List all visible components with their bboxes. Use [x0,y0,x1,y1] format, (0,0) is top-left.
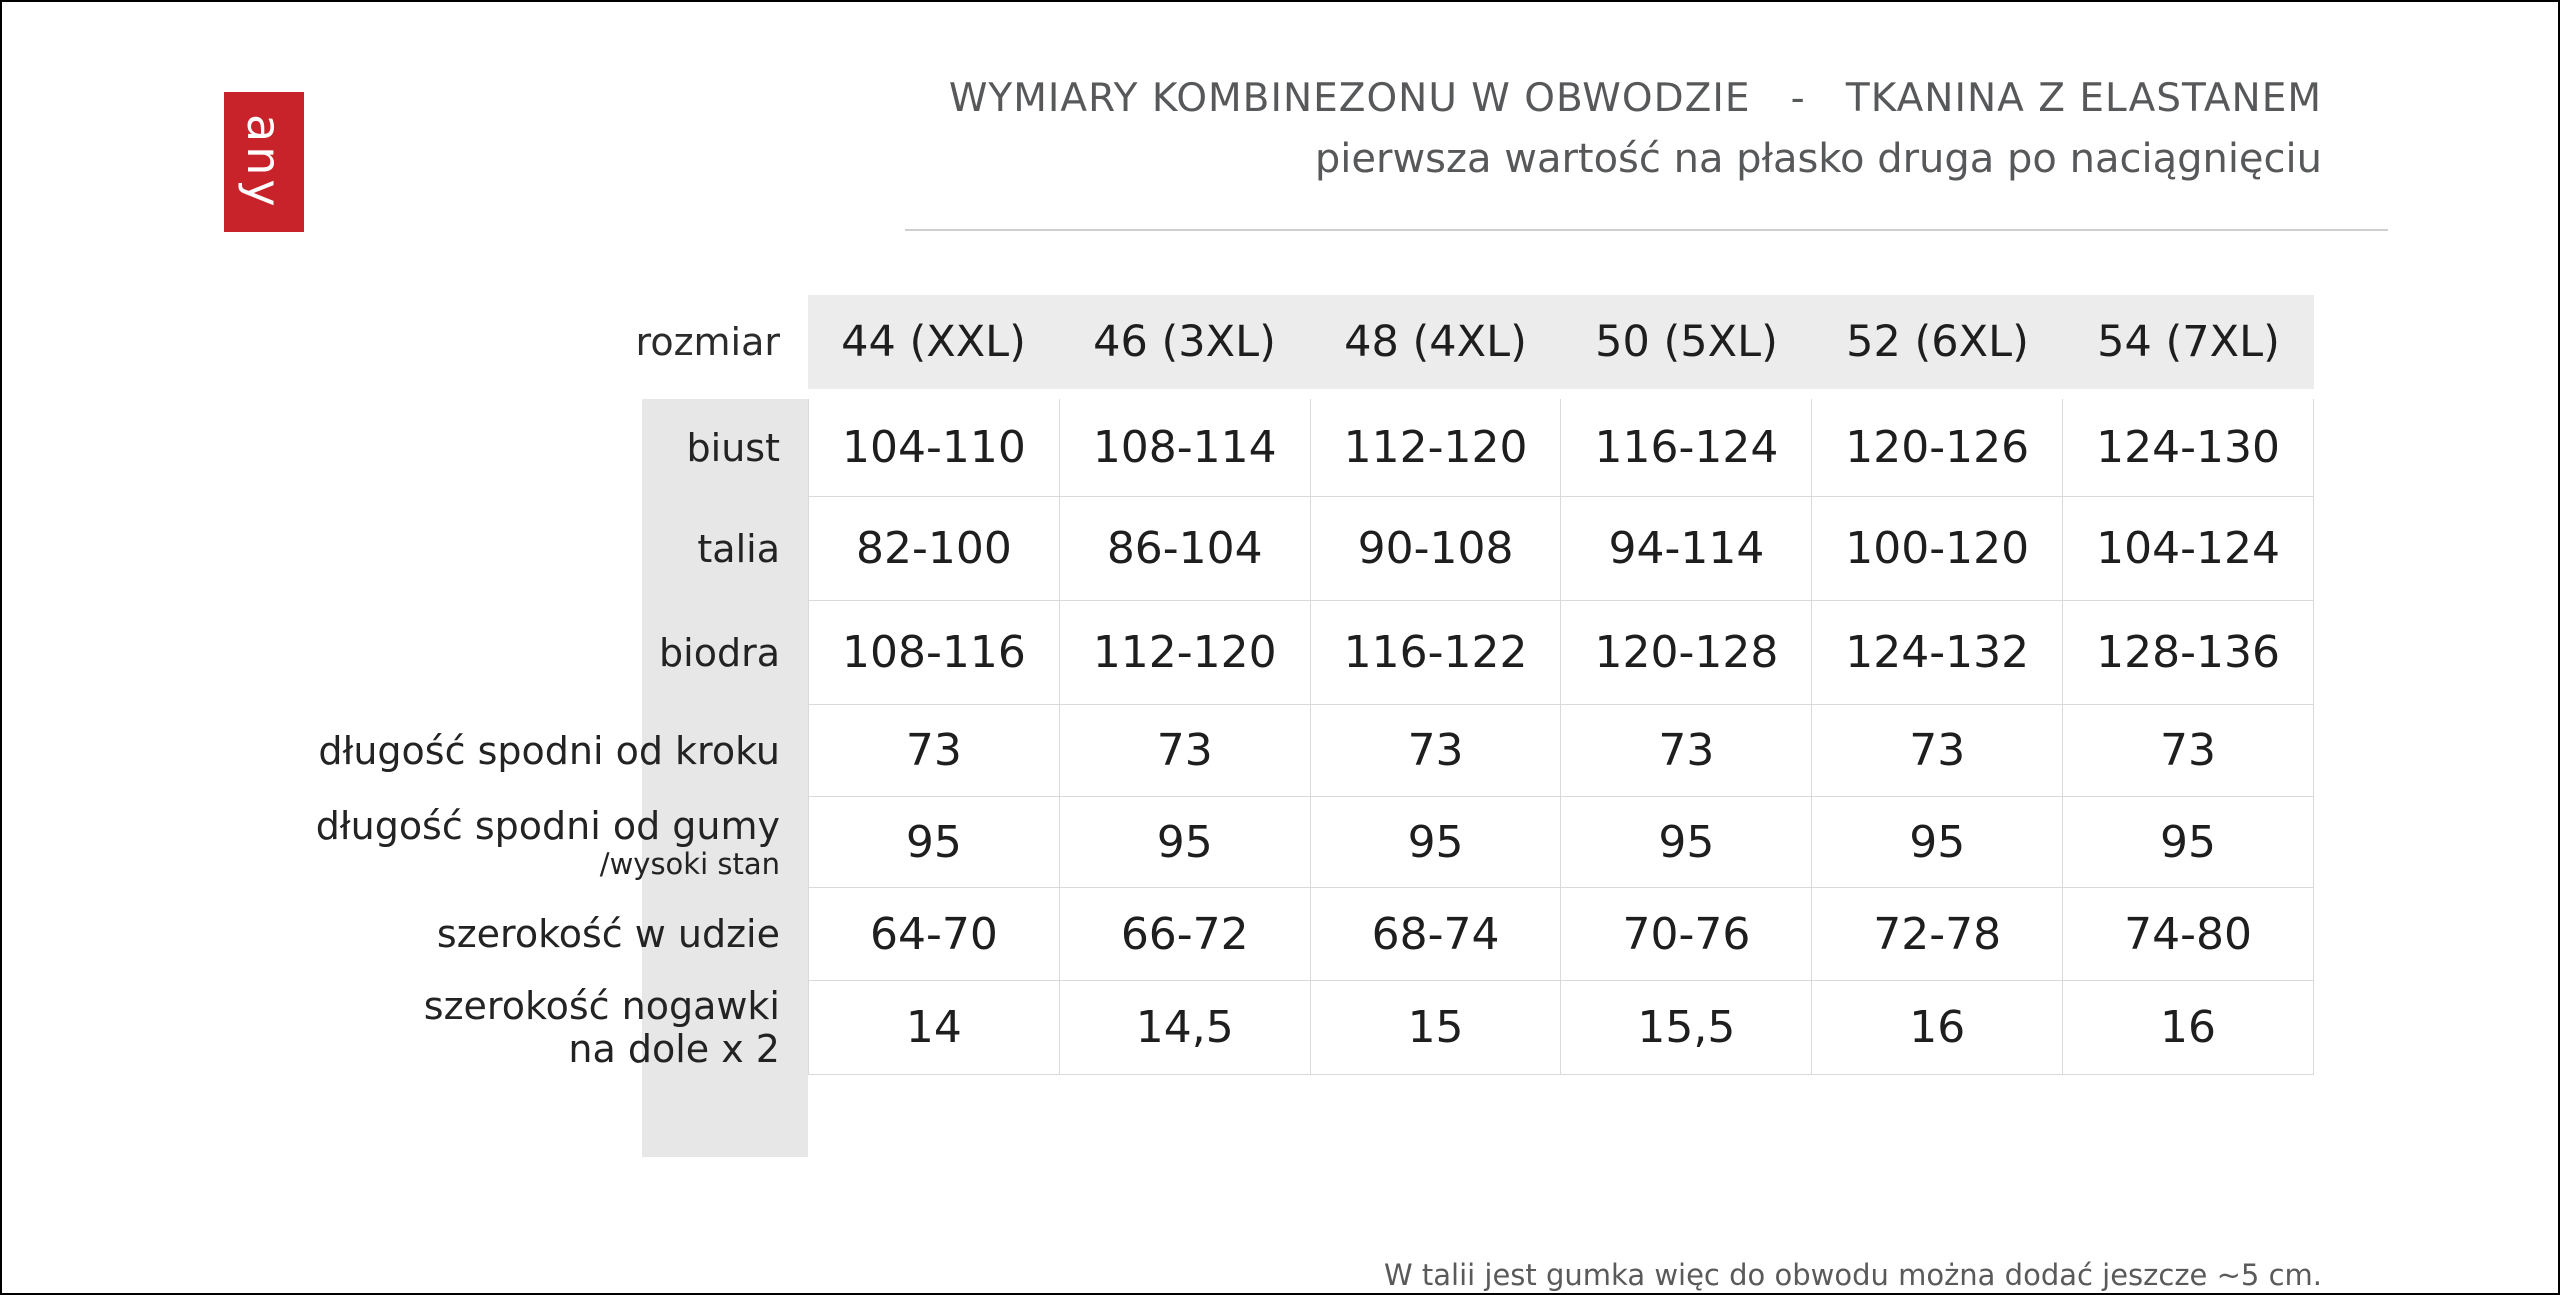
row-label-text: szerokość nogawki [423,984,780,1029]
table-cell: 108-114 [1058,399,1310,496]
row-label-text: talia [697,526,780,571]
table-cell: 116-122 [1309,601,1561,704]
table-cell: 95 [1309,797,1561,887]
row-label: talia [220,497,780,601]
table-cell: 72-78 [1811,888,2062,980]
row-label: szerokość w udzie [220,888,780,981]
footer-note-elastic: W talii jest gumka więc do obwodu można … [1383,1258,2322,1293]
table-cell: 16 [1811,981,2062,1074]
table-row: 104-110 108-114 112-120 116-124 120-126 124-1… [809,399,2313,497]
header-divider [905,229,2388,231]
row-label: długość spodni od gumy/wysoki stan [220,797,780,888]
table-cell: 73 [1058,705,1310,796]
table-row: 108-116 112-120 116-122 120-128 124-132 128-1… [809,601,2313,705]
table-cell: 16 [2062,981,2313,1074]
column-header: 46 (3XL) [1093,317,1276,367]
row-label-column: biust talia biodra długość spodni od kroku d… [220,399,780,1075]
table-cell: 15,5 [1560,981,1811,1074]
table-cell: 73 [1811,705,2062,796]
table-cell: 73 [1309,705,1561,796]
table-cell: 124-130 [2062,399,2313,496]
row-label-text: biust [686,425,780,470]
table-cell: 95 [2062,797,2313,887]
table-cell: 95 [905,816,962,868]
row-label-background [642,399,808,1157]
row-label-text: biodra [659,630,780,675]
table-cell: 82-100 [855,523,1012,574]
table-cell: 95 [1058,797,1310,887]
page-title: WYMIARY KOMBINEZONU W OBWODZIE - TKANINA… [948,76,2322,121]
row-label: szerokość nogawki na dole x 2 [220,981,780,1075]
table-cell: 95 [1560,797,1811,887]
table-cell: 112-120 [1058,601,1310,704]
table-cell: 64-70 [869,908,998,960]
table-cell: 128-136 [2062,601,2313,704]
row-label: biodra [220,601,780,705]
table-cell: 104-110 [841,422,1026,473]
table-cell: 116-124 [1560,399,1811,496]
column-header: 52 (6XL) [1846,317,2029,367]
table-body: 104-110 108-114 112-120 116-124 120-126 124-1… [808,399,2314,1075]
table-row: 95 95 95 95 95 95 [809,797,2313,888]
footer-notes: W talii jest gumka więc do obwodu można … [1383,1170,2322,1293]
size-header-row: 44 (XXL) 46 (3XL) 48 (4XL) 50 (5XL) 52 (6XL)… [808,295,2314,389]
table-cell: 124-132 [1811,601,2062,704]
size-corner-label: rozmiar [635,320,780,364]
page-subtitle: pierwsza wartość na płasko druga po naci… [1314,136,2322,182]
row-label-text: długość spodni od kroku [318,728,780,773]
table-cell: 90-108 [1309,497,1561,600]
table-cell: 66-72 [1058,888,1310,980]
table-row: 64-70 66-72 68-74 70-76 72-78 74-80 [809,888,2313,981]
table-cell: 86-104 [1058,497,1310,600]
table-cell: 14,5 [1058,981,1310,1074]
table-cell: 108-116 [841,627,1026,678]
row-label-text: długość spodni od gumy [315,803,780,848]
table-cell: 73 [2062,705,2313,796]
table-cell: 74-80 [2062,888,2313,980]
table-cell: 120-128 [1560,601,1811,704]
table-cell: 68-74 [1309,888,1561,980]
table-cell: 112-120 [1309,399,1561,496]
column-header: 50 (5XL) [1595,317,1778,367]
table-cell: 100-120 [1811,497,2062,600]
table-cell: 94-114 [1560,497,1811,600]
table-row: 73 73 73 73 73 73 [809,705,2313,797]
column-header: 54 (7XL) [2097,317,2280,367]
table-cell: 104-124 [2062,497,2313,600]
table-cell: 14 [905,1002,962,1053]
table-row: 82-100 86-104 90-108 94-114 100-120 104-124 [809,497,2313,601]
row-sublabel-text: /wysoki stan [599,846,780,881]
brand-logo-text: any [237,113,291,211]
table-cell: 70-76 [1560,888,1811,980]
column-header: 48 (4XL) [1344,317,1527,367]
table-cell: 95 [1811,797,2062,887]
table-cell: 73 [905,725,962,776]
table-cell: 15 [1309,981,1561,1074]
row-label: biust [220,399,780,497]
row-label-text: szerokość w udzie [436,912,780,957]
brand-logo: any [224,92,304,232]
table-cell: 120-126 [1811,399,2062,496]
row-label: długość spodni od kroku [220,705,780,797]
table-cell: 73 [1560,705,1811,796]
row-sublabel-text: na dole x 2 [568,1027,780,1071]
column-header: 44 (XXL) [841,317,1026,367]
table-row: 14 14,5 15 15,5 16 16 [809,981,2313,1075]
